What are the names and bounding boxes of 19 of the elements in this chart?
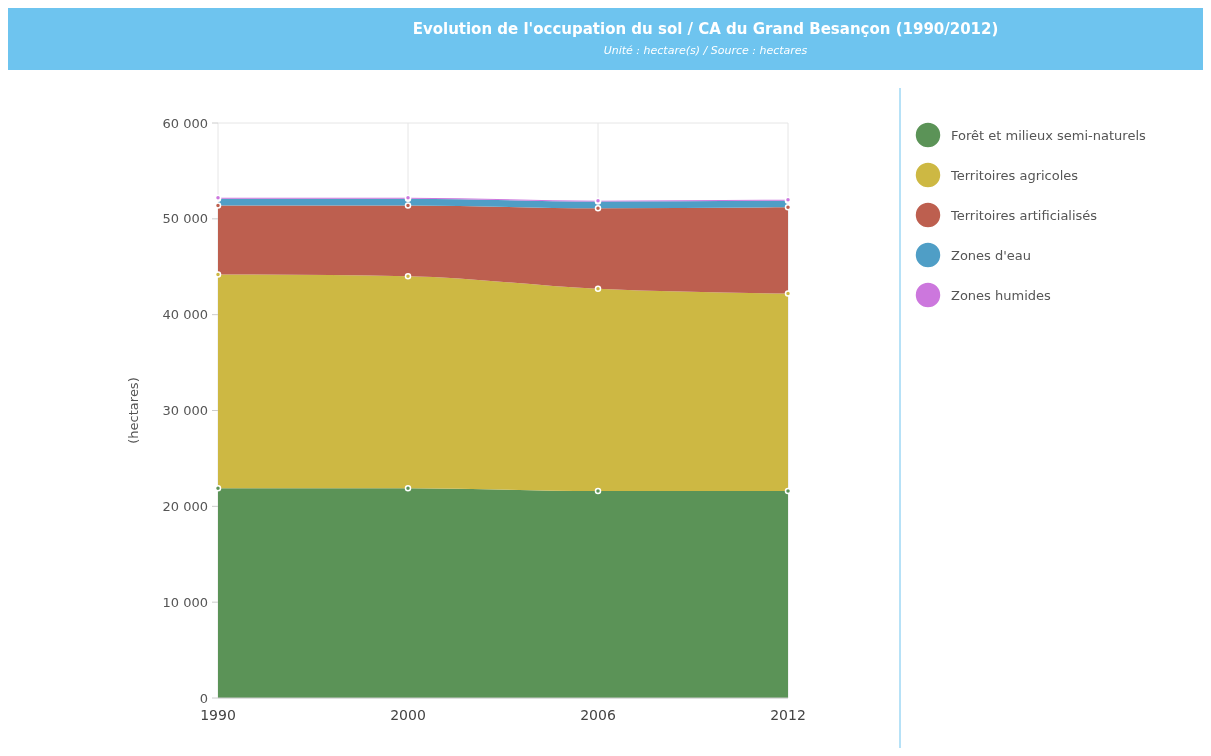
y-tick-label: 10 000 (162, 594, 208, 610)
legend-label: Territoires agricoles (950, 167, 1079, 183)
legend-label: Zones humides (951, 287, 1052, 303)
y-tick-label: 20 000 (162, 498, 208, 514)
y-tick-label: 40 000 (162, 307, 208, 323)
y-tick-label: 60 000 (162, 115, 208, 131)
chart-title: Evolution de l'occupation du sol / CA du Grand Besançon (1990/2012) (412, 20, 999, 38)
x-tick-label: 2006 (580, 707, 616, 723)
x-tick-label: 2000 (390, 707, 426, 723)
y-tick-label: 50 000 (162, 211, 208, 227)
y-tick-label: 0 (199, 690, 208, 706)
y-axis-title: (hectares) (126, 377, 141, 444)
x-tick-label: 1990 (200, 707, 236, 723)
x-tick-label: 2012 (770, 707, 806, 723)
legend-label: Zones d'eau (951, 247, 1032, 263)
chart-subtitle: Unité : hectare(s) / Source : hectares (603, 44, 808, 57)
y-tick-label: 30 000 (162, 403, 208, 419)
legend-label: Forêt et milieux semi-naturels (951, 127, 1146, 143)
legend-label: Territoires artificialisés (950, 207, 1098, 223)
